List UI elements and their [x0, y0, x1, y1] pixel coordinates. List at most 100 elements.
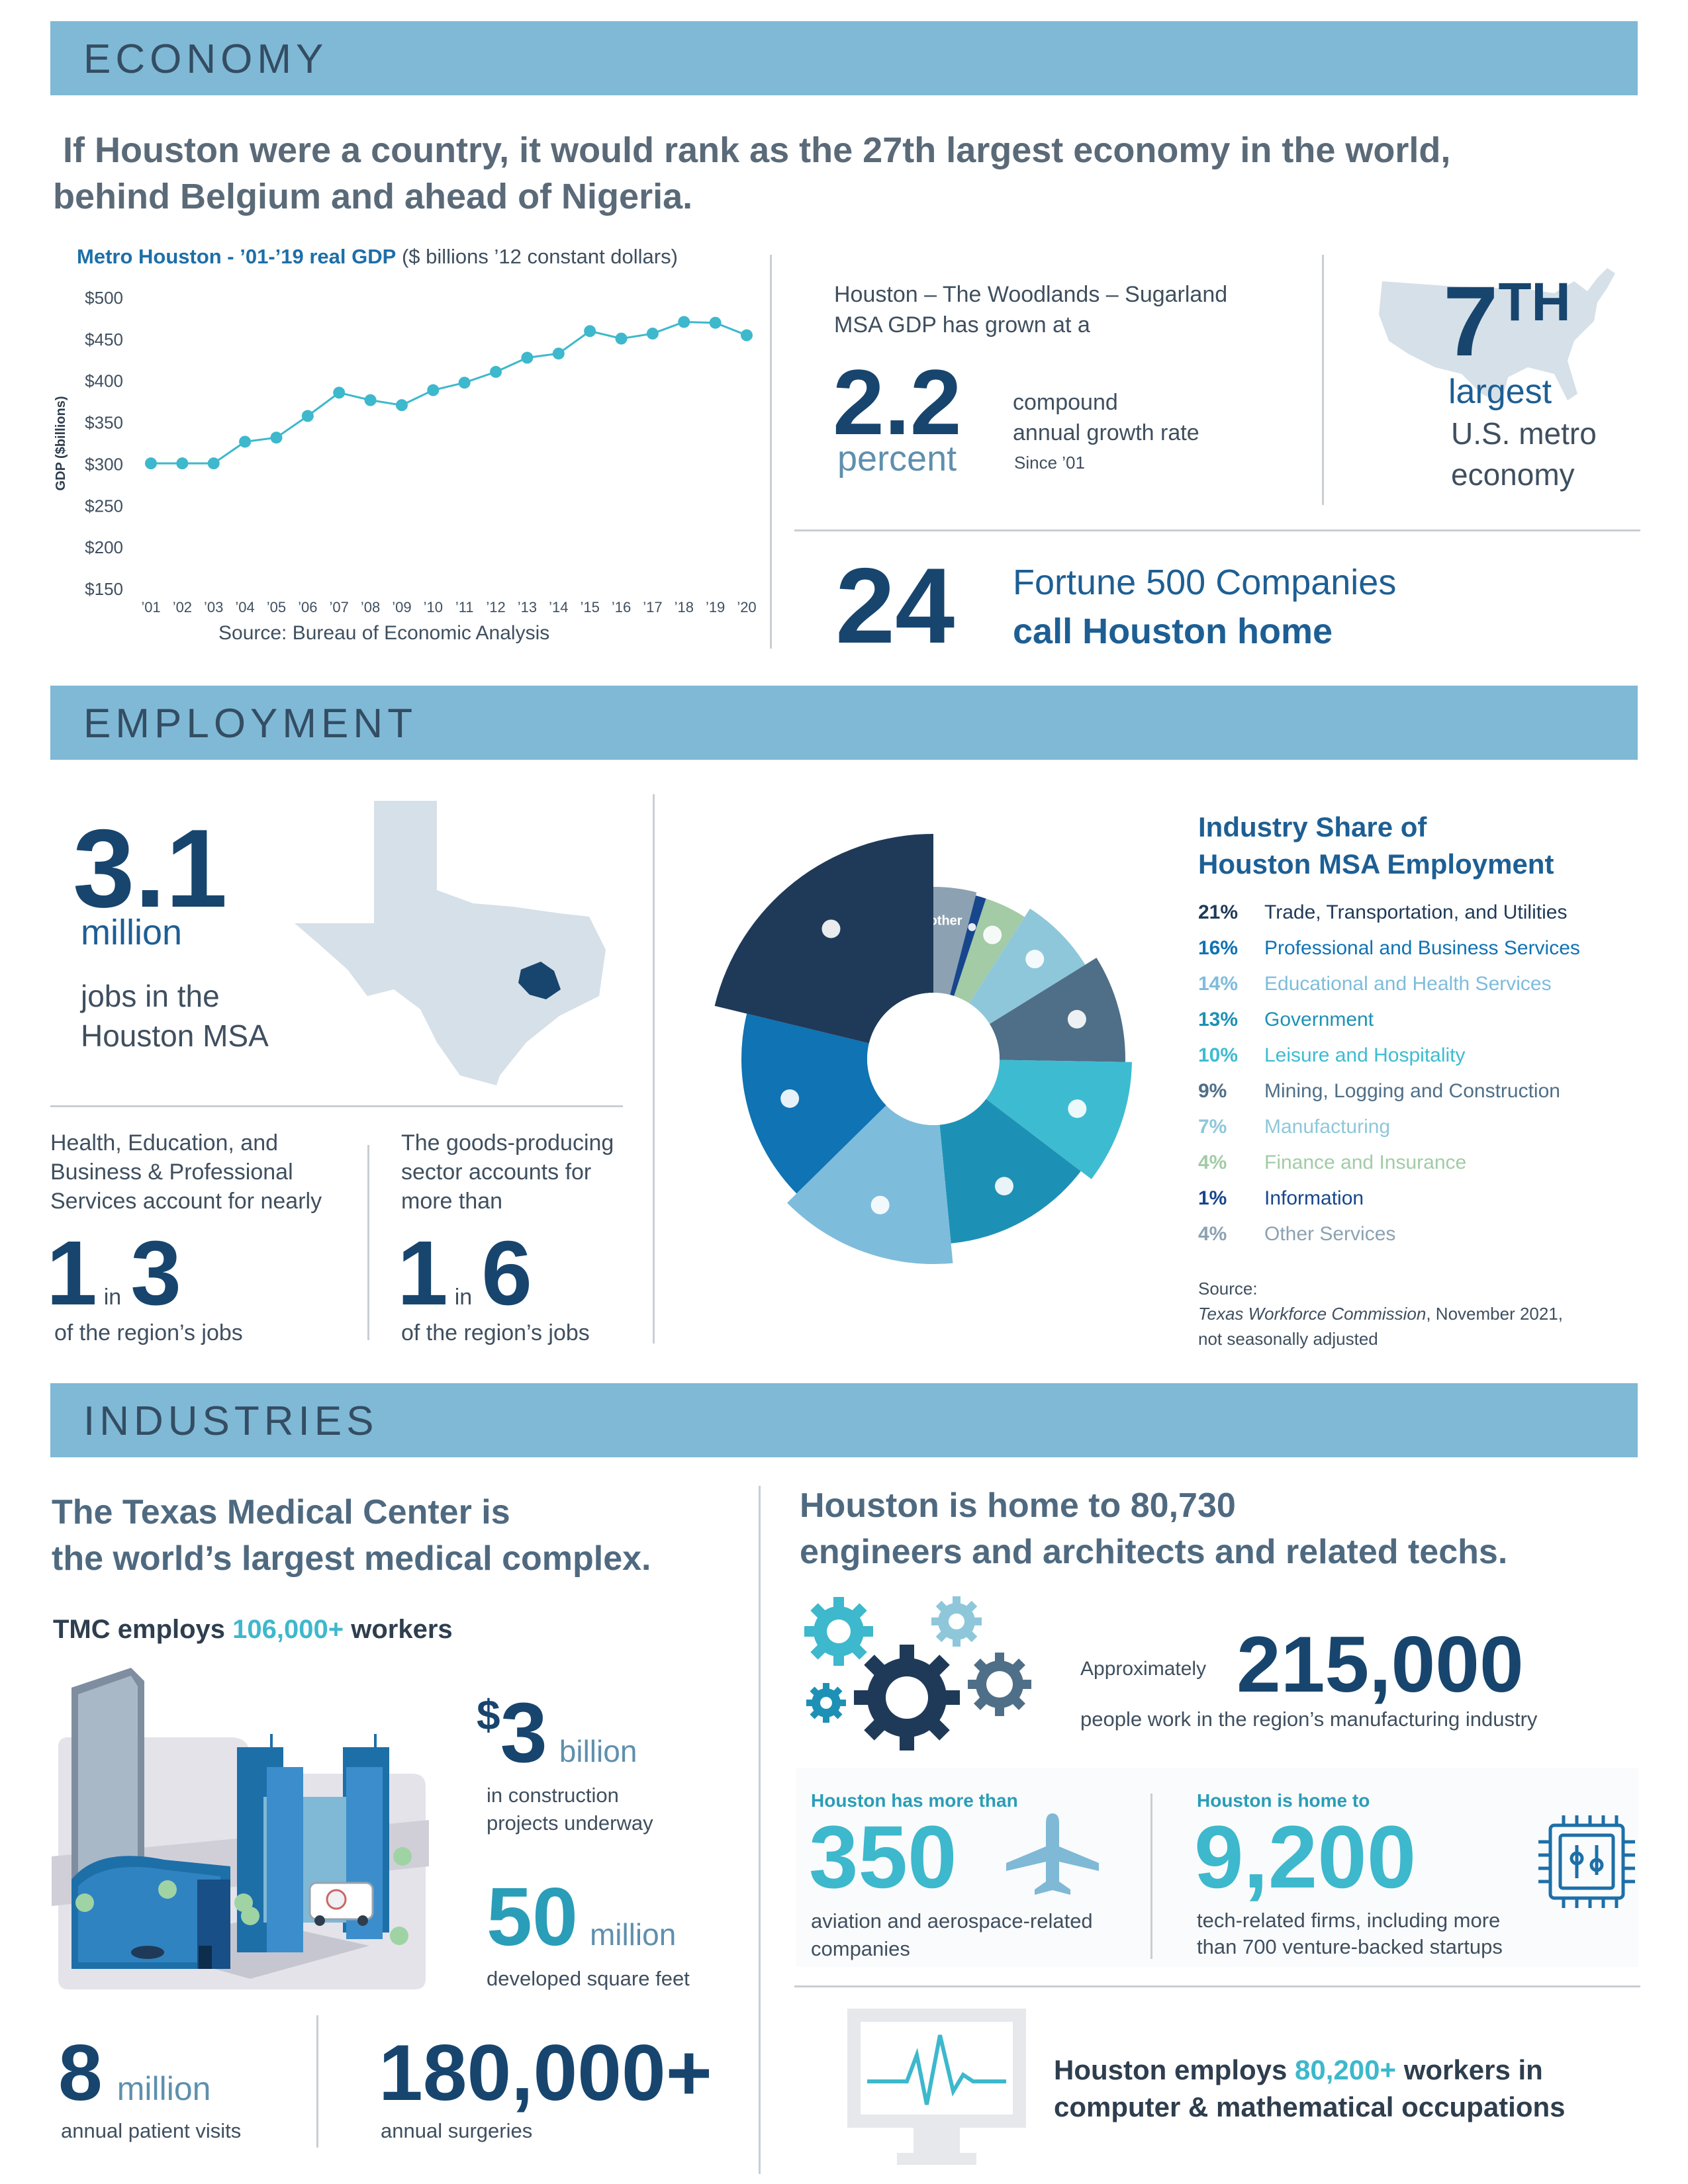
gdp-data-point	[521, 351, 534, 364]
ratio2-description: of the region’s jobs	[401, 1320, 590, 1345]
divider	[50, 1105, 623, 1107]
ratio1-a: 1	[46, 1222, 97, 1324]
cagr-unit: percent	[837, 439, 957, 478]
construction-description: in construction projects underway	[487, 1782, 653, 1837]
stats-panel	[796, 1768, 1638, 1967]
gdp-data-point	[709, 316, 722, 329]
legend-title-line-2: Houston MSA Employment	[1198, 848, 1554, 880]
patient-visits-description: annual patient visits	[61, 2119, 242, 2142]
legend-title-line-1: Industry Share of	[1198, 811, 1427, 842]
x-tick-label: ’19	[706, 599, 725, 615]
donut-hole	[867, 993, 1000, 1125]
tmc-line-1: The Texas Medical Center is	[52, 1493, 510, 1531]
legend-percent: 4%	[1198, 1223, 1227, 1245]
x-tick-label: ’10	[424, 599, 443, 615]
tech-value: 9,200	[1194, 1808, 1417, 1907]
y-tick-label: $300	[85, 454, 123, 474]
donut-slice	[950, 895, 986, 996]
divider	[794, 1985, 1640, 1987]
tmc-emp-number: 106,000+	[232, 1615, 344, 1644]
x-tick-label: ’09	[392, 599, 411, 615]
usa-map-icon	[1379, 268, 1615, 404]
airplane-icon	[821, 919, 841, 938]
health-line-3: Services account for nearly	[50, 1189, 322, 1214]
legend-label: Government	[1264, 1009, 1374, 1030]
gdp-data-point	[458, 377, 471, 389]
gdp-data-point	[741, 329, 753, 341]
x-tick-label: ’11	[455, 599, 474, 615]
constr-dollar: $	[477, 1691, 500, 1739]
gdp-data-point	[364, 394, 377, 406]
square-feet-value: 50 million	[487, 1876, 676, 1958]
goods-line-1: The goods-producing	[401, 1130, 614, 1156]
jobs-unit: million	[81, 913, 183, 952]
legend-label: Professional and Business Services	[1264, 937, 1580, 959]
manufacturing-value: 215,000	[1237, 1620, 1524, 1709]
x-tick-label: ’15	[580, 599, 599, 615]
donut-slice	[954, 898, 1025, 1003]
donut-slice	[986, 1060, 1132, 1179]
industries-heading: INDUSTRIES	[83, 1398, 379, 1444]
computer-math-text: Houston employs 80,200+ workers in comput…	[1054, 2052, 1566, 2126]
divider	[316, 2015, 318, 2148]
cagr-description: compound annual growth rate	[1013, 387, 1199, 448]
circuit-chip-icon	[1538, 1815, 1635, 1908]
headline-line-2: behind Belgium and ahead of Nigeria.	[53, 177, 693, 216]
industries-band: INDUSTRIES	[50, 1383, 1638, 1457]
gdp-data-point	[270, 432, 283, 444]
fortune-text: Fortune 500 Companies call Houston home	[1013, 558, 1396, 656]
airplane-icon	[1006, 1813, 1099, 1895]
gdp-data-point	[176, 457, 189, 470]
goods-line-3: more than	[401, 1189, 503, 1214]
patient-visits-value: 8 million	[58, 2033, 211, 2113]
tech-lead: Houston is home to	[1197, 1790, 1370, 1811]
donut-slice	[714, 834, 933, 1044]
gdp-data-point	[678, 316, 690, 328]
x-tick-label: ’17	[643, 599, 662, 615]
ratio2-in: in	[454, 1285, 473, 1310]
health-line-2: Business & Professional	[50, 1160, 293, 1185]
gdp-chart-title-main: Metro Houston - ’01-’19 real GDP	[77, 245, 397, 268]
engineers-headline: Houston is home to 80,730 engineers and a…	[800, 1482, 1507, 1575]
donut-slice	[741, 1013, 886, 1194]
aero-desc-line-2: companies	[811, 1937, 910, 1960]
tech-description: tech-related firms, including more than 7…	[1197, 1907, 1503, 1960]
gdp-data-point	[490, 365, 502, 378]
ratio-one-in-three: 1 in 3	[46, 1228, 181, 1319]
y-tick-label: $250	[85, 496, 123, 516]
x-tick-label: ’04	[235, 599, 254, 615]
rank-desc-line-1: U.S. metro	[1451, 416, 1597, 451]
ratio1-description: of the region’s jobs	[54, 1320, 243, 1345]
legend-label: Trade, Transportation, and Utilities	[1264, 901, 1568, 923]
comp-pre: Houston employs	[1054, 2054, 1295, 2085]
employment-source: Source: Texas Workforce Commission, Novem…	[1198, 1276, 1563, 1351]
divider	[1150, 1794, 1152, 1959]
gdp-data-point	[395, 399, 408, 412]
industry-legend: 21% Trade, Transportation, and Utilities 1…	[1198, 901, 1622, 1259]
gdp-data-point	[552, 347, 565, 360]
legend-label: Manufacturing	[1264, 1116, 1391, 1138]
texas-map-icon	[295, 801, 606, 1085]
donut-slice	[969, 908, 1086, 1024]
msa-gdp-text: Houston – The Woodlands – Sugarland MSA G…	[834, 279, 1227, 340]
rank-desc-line-2: economy	[1451, 457, 1575, 492]
aero-value: 350	[809, 1808, 957, 1907]
x-tick-label: ’05	[267, 599, 286, 615]
legend-percent: 4%	[1198, 1152, 1227, 1173]
ratio2-a: 1	[397, 1222, 448, 1324]
cagr-value: 2.2	[833, 350, 962, 454]
gdp-line-chart: $500 $450 $400 $350 $300 $250 $200 $150 ’01 ’02 ’0…	[54, 288, 757, 615]
rank-description: U.S. metro economy	[1451, 413, 1597, 495]
handshake-icon	[780, 1089, 800, 1108]
source-line-3: not seasonally adjusted	[1198, 1329, 1378, 1349]
gdp-data-point	[239, 435, 252, 448]
legend-label: Leisure and Hospitality	[1264, 1044, 1466, 1066]
divider	[770, 255, 772, 649]
y-axis-label: GDP ($billions)	[54, 396, 68, 491]
gdp-data-point	[427, 384, 440, 396]
x-tick-label: ’01	[141, 599, 160, 615]
eng-line-1: Houston is home to 80,730	[800, 1486, 1236, 1525]
msa-text-line-2: MSA GDP has grown at a	[834, 312, 1090, 338]
manufacturing-description: people work in the region’s manufacturin…	[1080, 1707, 1538, 1731]
gdp-chart-title-units: ($ billions ’12 constant dollars)	[401, 245, 678, 268]
